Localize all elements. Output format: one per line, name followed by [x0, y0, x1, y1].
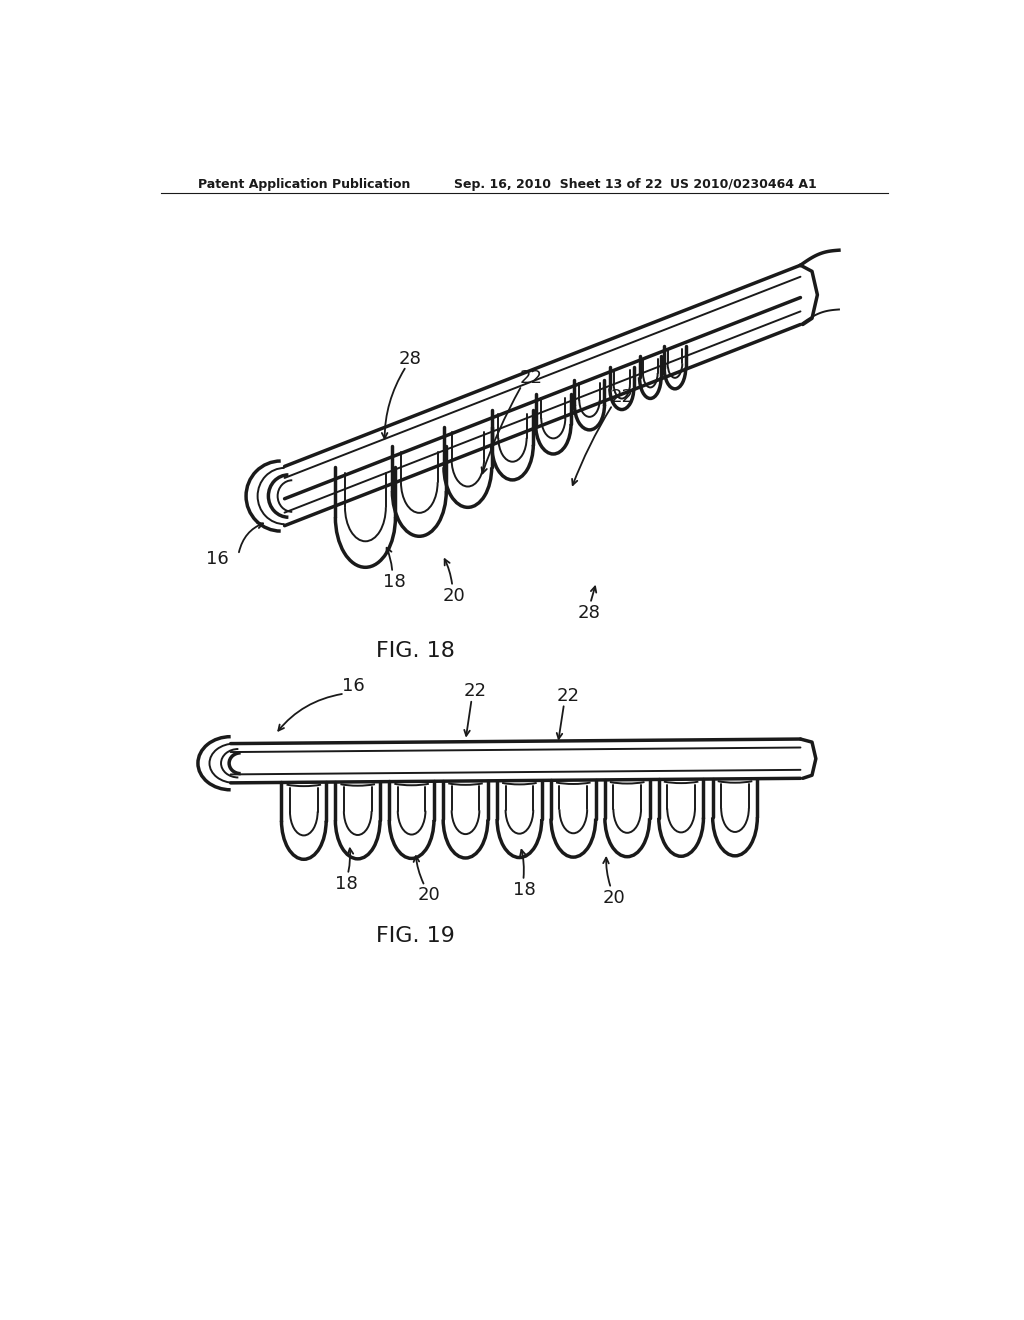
- Text: 20: 20: [442, 587, 465, 605]
- Text: 22: 22: [464, 682, 487, 700]
- Text: FIG. 18: FIG. 18: [376, 642, 455, 661]
- Text: FIG. 19: FIG. 19: [376, 927, 455, 946]
- Text: 16: 16: [207, 550, 229, 568]
- Text: 22: 22: [519, 368, 543, 387]
- Text: 28: 28: [578, 603, 600, 622]
- Text: 22: 22: [556, 686, 580, 705]
- Text: 18: 18: [335, 875, 357, 892]
- Text: Sep. 16, 2010  Sheet 13 of 22: Sep. 16, 2010 Sheet 13 of 22: [454, 178, 663, 190]
- Text: 18: 18: [383, 573, 406, 591]
- Text: 20: 20: [603, 888, 626, 907]
- Text: 16: 16: [342, 677, 366, 694]
- Text: Patent Application Publication: Patent Application Publication: [199, 178, 411, 190]
- Text: 20: 20: [417, 886, 440, 904]
- Text: US 2010/0230464 A1: US 2010/0230464 A1: [670, 178, 816, 190]
- Text: 22: 22: [610, 388, 633, 407]
- Text: 28: 28: [398, 350, 422, 367]
- Text: 18: 18: [513, 880, 537, 899]
